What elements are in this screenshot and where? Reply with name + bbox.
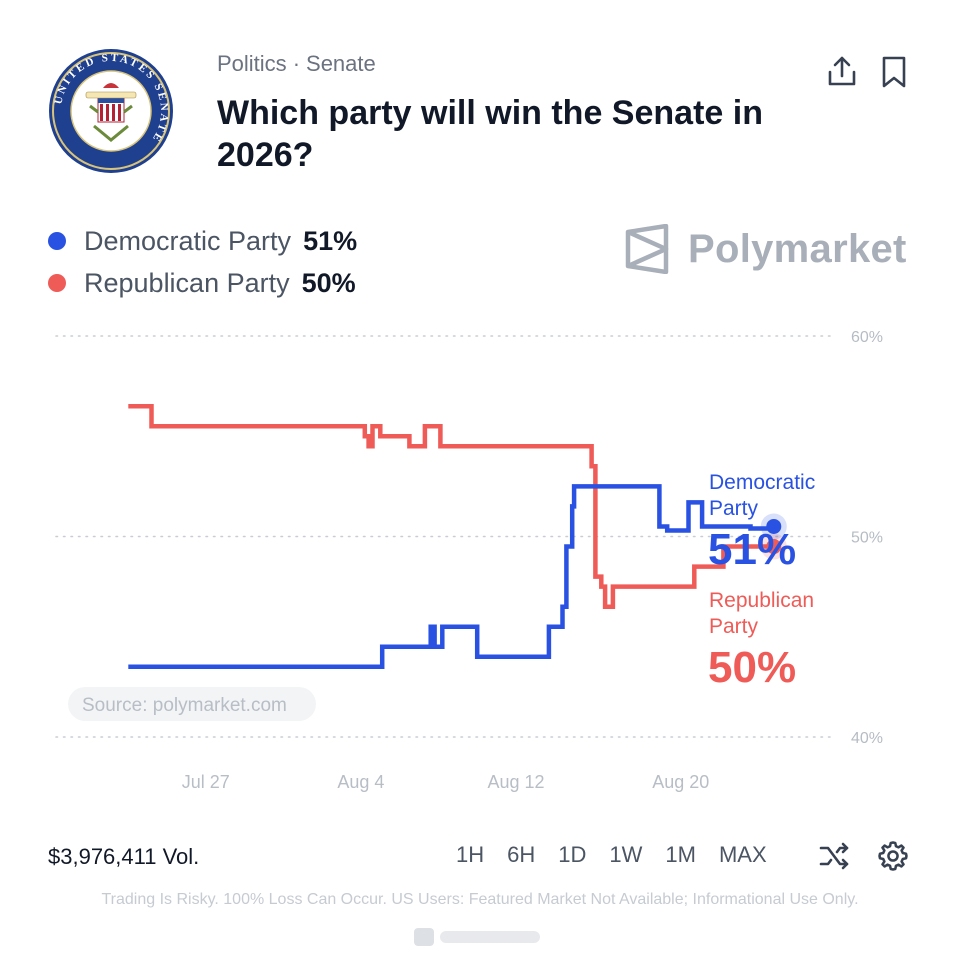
volume-label: $3,976,411 Vol. [48,844,200,869]
shuffle-button[interactable] [818,840,850,872]
range-1m[interactable]: 1M [665,842,696,867]
legend-item-democratic: Democratic Party 51% [48,220,357,262]
polymarket-brand: Polymarket [624,224,907,274]
chart-legend: Democratic Party 51% Republican Party 50… [48,220,357,304]
risk-disclaimer: Trading Is Risky. 100% Loss Can Occur. U… [101,891,859,908]
image-watermark [412,924,548,950]
breadcrumb: Politics · Senate [217,51,376,77]
x-tick-label: Aug 12 [487,772,544,792]
price-chart[interactable]: 60% 50% 40% Source: polymarket.com Jul 27 A… [0,300,960,825]
source-badge [68,687,316,721]
source-label: Source: polymarket.com [82,695,287,716]
share-icon [828,56,856,86]
legend-label: Republican Party [84,267,290,298]
time-range-selector: 1H 6H 1D 1W 1M MAX [456,842,790,868]
range-1d[interactable]: 1D [558,842,587,867]
range-1h[interactable]: 1H [456,842,485,867]
legend-label: Democratic Party [84,225,292,256]
y-tick-label: 50% [851,530,883,547]
market-title: Which party will win the Senate in 2026? [217,94,763,174]
end-label-name-democratic: Party [709,497,759,520]
legend-dot-republican [48,274,66,292]
polymarket-logo-icon [625,224,669,274]
settings-button[interactable] [876,839,910,873]
y-tick-label: 60% [851,329,883,346]
legend-dot-democratic [48,232,66,250]
x-tick-label: Jul 27 [182,772,230,792]
end-point-republican[interactable] [766,539,782,555]
bookmark-icon [882,56,906,88]
end-label-name-republican: Republican [709,589,814,612]
chart-controls: $3,976,411 Vol. 1H 6H 1D 1W 1M MAX [0,832,960,880]
x-tick-label: Aug 4 [337,772,384,792]
gear-icon [878,841,908,871]
y-tick-label: 40% [851,730,883,747]
legend-value: 51% [303,225,358,256]
brand-name: Polymarket [688,226,907,271]
range-6h[interactable]: 6H [507,842,536,867]
share-button[interactable] [825,54,859,90]
breadcrumb-category[interactable]: Politics [217,51,287,76]
legend-value: 50% [301,267,356,298]
chart-svg[interactable]: 60% 50% 40% Source: polymarket.com Jul 27 A… [0,300,960,820]
senate-seal-logo: UNITED STATES SENATE [48,48,174,174]
breadcrumb-subcategory[interactable]: Senate [306,51,376,76]
legend-item-republican: Republican Party 50% [48,262,357,304]
breadcrumb-separator: · [292,51,301,76]
end-point-democratic[interactable] [766,518,782,534]
end-label-value-republican: 50% [708,643,796,692]
end-label-name-republican: Party [709,615,759,638]
x-tick-label: Aug 20 [652,772,709,792]
series-line-democratic[interactable] [128,484,777,670]
shuffle-icon [819,842,849,870]
end-label-value-democratic: 51% [708,525,796,574]
end-label-name-democratic: Democratic [709,471,815,494]
series-line-republican[interactable] [128,403,774,609]
bookmark-button[interactable] [877,54,911,90]
range-1w[interactable]: 1W [609,842,643,867]
range-max[interactable]: MAX [718,842,767,867]
